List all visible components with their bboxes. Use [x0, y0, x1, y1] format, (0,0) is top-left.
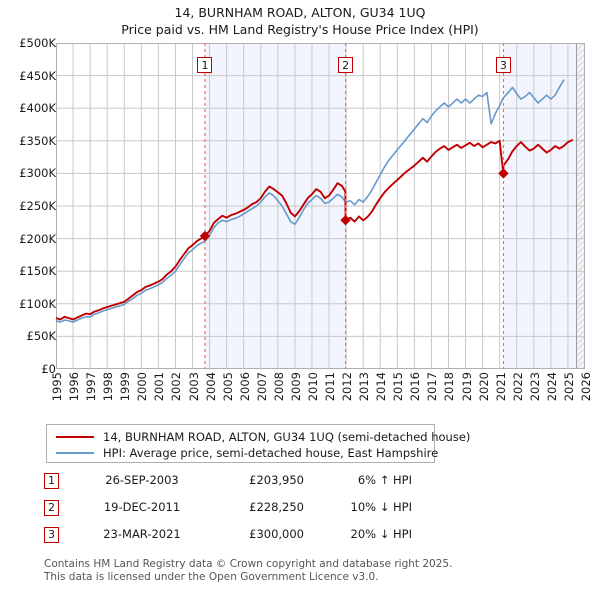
plot-area: 1 2 3	[56, 43, 585, 369]
transaction-hpi-delta: 6% ↑ HPI	[357, 473, 412, 487]
transaction-price: £300,000	[249, 527, 304, 541]
footer-line-1: Contains HM Land Registry data © Crown c…	[44, 558, 453, 570]
page-title: 14, BURNHAM ROAD, ALTON, GU34 1UQ	[174, 5, 426, 20]
table-row: 1 26-SEP-2003 £203,950 6% ↑ HPI	[44, 472, 464, 499]
y-tick-label: £50K	[26, 329, 57, 344]
x-axis-labels: 1995 1996 1997 1998 1999 2000 2001 2002 2003 2004…	[50, 372, 593, 418]
x-tick-label: 2025	[561, 372, 576, 402]
y-tick-label: £150K	[19, 264, 56, 279]
legend-color-swatch	[56, 452, 94, 454]
transaction-date: 26-SEP-2003	[105, 473, 179, 487]
y-tick-label: £400K	[19, 101, 56, 116]
chart-marker-2: 2	[338, 57, 354, 73]
footer-line-2: This data is licensed under the Open Gov…	[44, 570, 379, 583]
transaction-index-badge: 3	[44, 527, 59, 543]
chart-marker-3: 3	[495, 57, 511, 73]
x-tick-label: 2012	[340, 372, 355, 402]
legend-label: 14, BURNHAM ROAD, ALTON, GU34 1UQ (semi-…	[103, 430, 471, 444]
x-tick-label: 2002	[169, 372, 184, 402]
x-tick-label: 2005	[220, 372, 235, 402]
x-tick-label: 2018	[442, 372, 457, 402]
transaction-date: 19-DEC-2011	[103, 500, 181, 514]
chart-legend: 14, BURNHAM ROAD, ALTON, GU34 1UQ (semi-…	[46, 424, 470, 463]
x-tick-label: 2013	[357, 372, 372, 402]
y-tick-label: £100K	[19, 296, 56, 311]
x-tick-label: 2024	[544, 372, 559, 402]
y-tick-label: £350K	[19, 133, 56, 148]
x-tick-label: 2016	[408, 372, 423, 402]
x-tick-label: 2011	[323, 372, 338, 402]
x-tick-label: 1997	[84, 372, 99, 402]
x-tick-label: 2007	[254, 372, 269, 402]
legend-entry: HPI: Average price, semi-detached house,…	[47, 445, 438, 461]
legend-entry: 14, BURNHAM ROAD, ALTON, GU34 1UQ (semi-…	[47, 429, 470, 445]
y-tick-label: £450K	[19, 68, 56, 83]
x-tick-label: 2001	[152, 372, 167, 402]
x-tick-label: 1999	[118, 372, 133, 402]
x-tick-label: 2010	[305, 372, 320, 402]
y-tick-label: £200K	[19, 231, 56, 246]
x-tick-label: 2021	[493, 372, 508, 402]
chart-marker-1: 1	[197, 57, 213, 73]
x-tick-label: 1995	[50, 372, 64, 402]
table-row: 2 19-DEC-2011 £228,250 10% ↓ HPI	[44, 499, 464, 526]
x-tick-label: 2020	[476, 372, 491, 402]
transaction-date: 23-MAR-2021	[103, 527, 181, 541]
transaction-hpi-delta: 10% ↓ HPI	[350, 500, 412, 514]
x-tick-label: 2014	[374, 372, 389, 402]
x-tick-label: 2015	[391, 372, 406, 402]
transaction-index-badge: 2	[44, 500, 59, 516]
table-row: 3 23-MAR-2021 £300,000 20% ↓ HPI	[44, 526, 464, 553]
y-tick-label: £0	[41, 362, 56, 376]
x-tick-label: 2017	[425, 372, 440, 402]
y-tick-label: £500K	[19, 36, 56, 50]
transaction-price: £228,250	[249, 500, 304, 514]
title-block: 14, BURNHAM ROAD, ALTON, GU34 1UQ Price …	[0, 4, 600, 38]
legend-label: HPI: Average price, semi-detached house,…	[103, 446, 439, 460]
x-tick-label: 2026	[579, 372, 593, 402]
x-tick-label: 2004	[203, 372, 218, 402]
x-tick-label: 1998	[101, 372, 116, 402]
transaction-hpi-delta: 20% ↓ HPI	[350, 527, 412, 541]
x-tick-label: 2009	[288, 372, 303, 402]
x-tick-label: 2023	[527, 372, 542, 402]
x-tick-label: 2019	[459, 372, 474, 402]
page-subtitle: Price paid vs. HM Land Registry's House …	[121, 22, 479, 37]
x-tick-label: 2006	[237, 372, 252, 402]
x-tick-label: 2003	[186, 372, 201, 402]
x-tick-label: 1996	[67, 372, 82, 402]
transaction-price: £203,950	[249, 473, 304, 487]
x-tick-label: 2000	[135, 372, 150, 402]
footer: Contains HM Land Registry data © Crown c…	[44, 558, 574, 583]
transaction-index-badge: 1	[44, 473, 59, 489]
y-tick-label: £250K	[19, 199, 56, 213]
y-tick-label: £300K	[19, 166, 56, 181]
x-tick-label: 2022	[510, 372, 525, 402]
chart-svg	[56, 43, 585, 369]
legend-color-swatch	[56, 436, 94, 438]
transactions-table: 1 26-SEP-2003 £203,950 6% ↑ HPI 2 19-DEC-2011…	[44, 472, 464, 553]
x-tick-label: 2008	[271, 372, 286, 402]
